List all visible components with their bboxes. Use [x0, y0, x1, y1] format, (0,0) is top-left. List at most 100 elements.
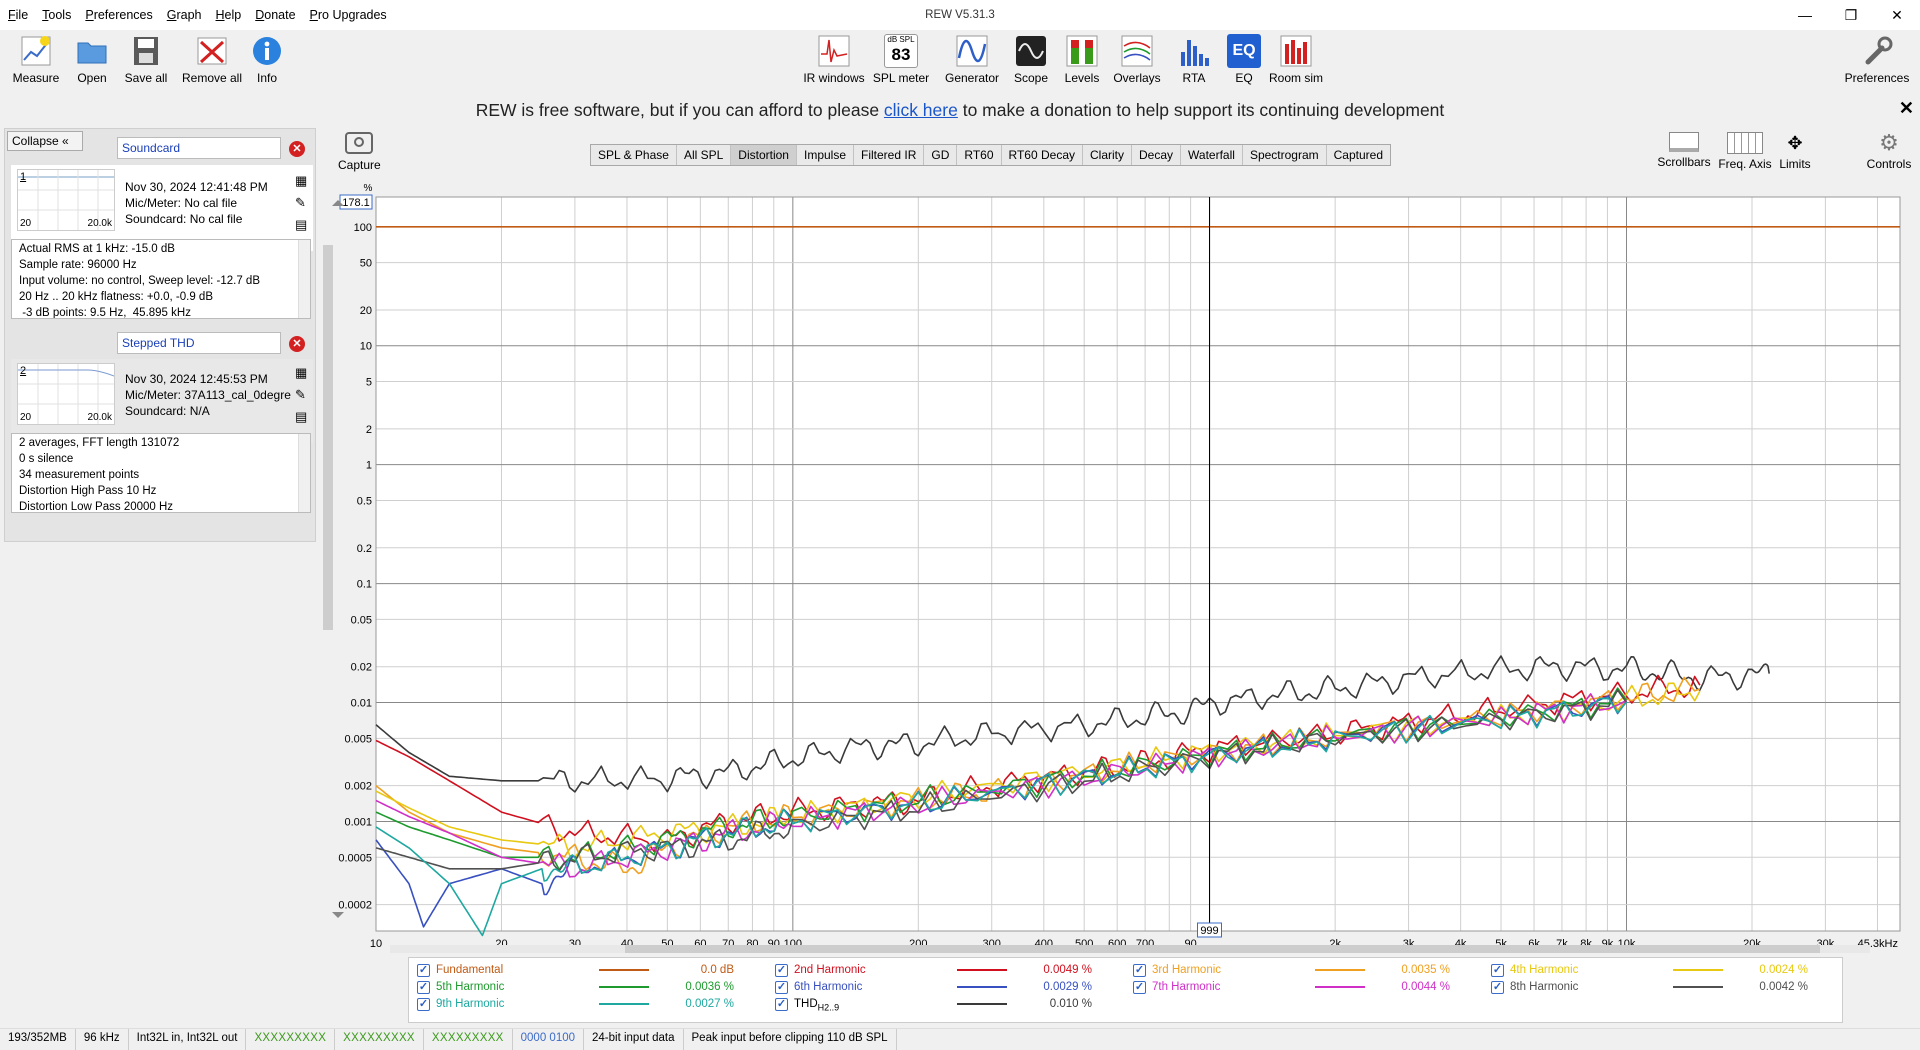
menu-donate[interactable]: Donate — [255, 8, 296, 22]
legend-checkbox[interactable]: ✓ — [775, 998, 788, 1011]
tab-waterfall[interactable]: Waterfall — [1181, 145, 1243, 165]
measurement-notes[interactable]: 2 averages, FFT length 131072 0 s silenc… — [11, 433, 311, 513]
limits-button[interactable]: ✥ Limits — [1776, 132, 1814, 171]
chart-icon[interactable]: ▦ — [295, 173, 308, 188]
levels-button[interactable]: Levels — [1062, 34, 1102, 85]
delete-measurement-icon[interactable]: ✕ — [289, 336, 305, 352]
plot-area[interactable] — [376, 197, 1900, 931]
thumb-axis-high: 20.0k — [87, 412, 112, 423]
scroll-down-arrow[interactable] — [332, 912, 344, 918]
menu-file[interactable]: File — [8, 8, 29, 22]
scope-button[interactable]: Scope — [1012, 34, 1050, 85]
tab-distortion[interactable]: Distortion — [731, 145, 797, 165]
menu-preferences[interactable]: Preferences — [85, 8, 153, 22]
measure-button[interactable]: Measure — [12, 34, 60, 85]
maximize-button[interactable]: ❐ — [1844, 7, 1858, 23]
minimize-button[interactable]: — — [1798, 7, 1812, 23]
measurement-name-input[interactable]: Soundcard — [117, 137, 281, 159]
close-banner-button[interactable]: ✕ — [1898, 98, 1914, 118]
ir-windows-button[interactable]: IR windows — [802, 34, 866, 85]
preferences-button[interactable]: Preferences — [1844, 34, 1910, 85]
legend-value: 0.0035 % — [1401, 964, 1450, 976]
scroll-up-arrow[interactable] — [332, 200, 344, 206]
pen-icon[interactable]: ✎ — [295, 195, 306, 210]
controls-button[interactable]: ⚙ Controls — [1864, 132, 1914, 172]
notes-icon[interactable]: ▤ — [295, 217, 308, 232]
legend-value: 0.0024 % — [1759, 964, 1808, 976]
close-window-button[interactable]: ✕ — [1891, 7, 1903, 23]
legend-item-9th-harmonic[interactable]: ✓ 9th Harmonic 0.0027 % — [409, 994, 767, 1014]
menu-pro-upgrades[interactable]: Pro Upgrades — [309, 8, 387, 22]
rta-icon — [1177, 34, 1211, 68]
notes-icon[interactable]: ▤ — [295, 409, 308, 424]
legend-value: 0.0029 % — [1043, 981, 1092, 993]
legend-checkbox[interactable]: ✓ — [417, 981, 430, 994]
tab-captured[interactable]: Captured — [1333, 148, 1384, 162]
generator-button[interactable]: Generator — [942, 34, 1002, 85]
chart-icon[interactable]: ▦ — [295, 365, 308, 380]
menu-tools[interactable]: Tools — [42, 8, 72, 22]
donate-link[interactable]: click here — [883, 100, 958, 120]
legend-item-2nd-harmonic[interactable]: ✓ 2nd Harmonic 0.0049 % — [767, 960, 1125, 980]
notes-scrollbar[interactable] — [298, 240, 310, 318]
legend-item-4th-harmonic[interactable]: ✓ 4th Harmonic 0.0024 % — [1483, 960, 1841, 980]
legend-checkbox[interactable]: ✓ — [1133, 964, 1146, 977]
panel-scrollbar[interactable] — [322, 200, 334, 915]
menu-graph[interactable]: Graph — [166, 8, 202, 22]
tab-spl-phase[interactable]: SPL & Phase — [591, 145, 677, 165]
legend-item-fundamental[interactable]: ✓ Fundamental 0.0 dB — [409, 960, 767, 980]
scrollbars-button[interactable]: Scrollbars — [1656, 132, 1712, 169]
legend-checkbox[interactable]: ✓ — [775, 964, 788, 977]
tab-rt60[interactable]: RT60 — [957, 145, 1002, 165]
y-tick-label: 0.0002 — [338, 900, 372, 912]
overlays-button[interactable]: Overlays — [1112, 34, 1162, 85]
tab-rt60-decay[interactable]: RT60 Decay — [1002, 145, 1083, 165]
note-line: Input volume: no control, Sweep level: -… — [19, 275, 261, 287]
legend-checkbox[interactable]: ✓ — [1133, 981, 1146, 994]
legend-item-6th-harmonic[interactable]: ✓ 6th Harmonic 0.0029 % — [767, 977, 1125, 997]
spl-meter-button[interactable]: dB SPL 83 SPL meter — [872, 34, 930, 85]
scrollbar-thumb[interactable] — [323, 245, 333, 630]
legend-checkbox[interactable]: ✓ — [417, 998, 430, 1011]
tab-filtered-ir[interactable]: Filtered IR — [854, 145, 925, 165]
distortion-graph[interactable]: 100 50 20 10 5 2 1 0.5 0.2 0.1 0.05 0.02 0.01 0.005 0.… — [330, 183, 1910, 953]
save-all-button[interactable]: Save all — [122, 34, 170, 85]
open-button[interactable]: Open — [70, 34, 114, 85]
legend-item-7th-harmonic[interactable]: ✓ 7th Harmonic 0.0044 % — [1125, 977, 1483, 997]
menu-help[interactable]: Help — [215, 8, 242, 22]
notes-scrollbar[interactable] — [298, 434, 310, 512]
legend-item-8th-harmonic[interactable]: ✓ 8th Harmonic 0.0042 % — [1483, 977, 1841, 997]
collapse-button[interactable]: Collapse « — [7, 131, 83, 151]
freq-axis-button[interactable]: Freq. Axis — [1716, 132, 1774, 171]
tab-clarity[interactable]: Clarity — [1083, 145, 1133, 165]
legend-item-thd[interactable]: ✓ THDH2..9 0.010 % — [767, 994, 1125, 1014]
x-cursor-readout-box[interactable] — [1196, 922, 1222, 938]
title-bar: File Tools Preferences Graph Help Donate… — [0, 0, 1920, 30]
legend-item-3rd-harmonic[interactable]: ✓ 3rd Harmonic 0.0035 % — [1125, 960, 1483, 980]
remove-all-label: Remove all — [181, 71, 243, 85]
tab-spectrogram[interactable]: Spectrogram — [1243, 145, 1327, 165]
delete-measurement-icon[interactable]: ✕ — [289, 141, 305, 157]
horizontal-scrollbar-thumb[interactable] — [625, 945, 1820, 953]
rta-button[interactable]: RTA — [1176, 34, 1212, 85]
tab-impulse[interactable]: Impulse — [797, 145, 855, 165]
legend-label: 4th Harmonic — [1510, 964, 1579, 976]
legend-label: 9th Harmonic — [436, 998, 505, 1010]
capture-button[interactable]: Capture — [338, 132, 381, 172]
remove-all-button[interactable]: Remove all — [180, 34, 244, 85]
legend-item-5th-harmonic[interactable]: ✓ 5th Harmonic 0.0036 % — [409, 977, 767, 997]
legend-checkbox[interactable]: ✓ — [1491, 964, 1504, 977]
legend-checkbox[interactable]: ✓ — [775, 981, 788, 994]
pen-icon[interactable]: ✎ — [295, 387, 306, 402]
eq-button[interactable]: EQ EQ — [1226, 34, 1262, 85]
measurement-name-input[interactable]: Stepped THD — [117, 332, 281, 354]
tab-decay[interactable]: Decay — [1132, 145, 1182, 165]
info-button[interactable]: Info — [250, 34, 284, 85]
tab-gd[interactable]: GD — [924, 145, 958, 165]
measurement-notes[interactable]: Actual RMS at 1 kHz: -15.0 dB Sample rat… — [11, 239, 311, 319]
legend-checkbox[interactable]: ✓ — [417, 964, 430, 977]
legend-checkbox[interactable]: ✓ — [1491, 981, 1504, 994]
legend-swatch — [599, 986, 649, 988]
room-sim-button[interactable]: Room sim — [1268, 34, 1324, 85]
tab-all-spl[interactable]: All SPL — [677, 145, 732, 165]
